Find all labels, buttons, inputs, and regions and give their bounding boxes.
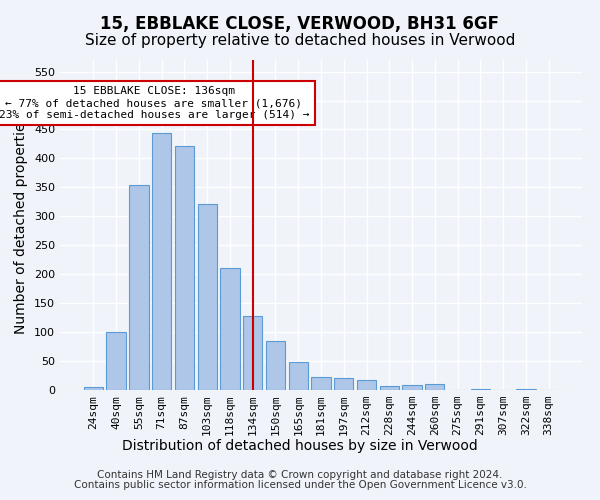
Text: Distribution of detached houses by size in Verwood: Distribution of detached houses by size … [122, 439, 478, 453]
Bar [334, 378, 353, 390]
Bar [357, 380, 376, 390]
Bar [380, 386, 399, 390]
Text: 15 EBBLAKE CLOSE: 136sqm
← 77% of detached houses are smaller (1,676)
23% of sem: 15 EBBLAKE CLOSE: 136sqm ← 77% of detach… [0, 86, 309, 120]
Bar [403, 386, 422, 390]
Bar [197, 204, 217, 390]
Bar [243, 316, 262, 390]
Text: Size of property relative to detached houses in Verwood: Size of property relative to detached ho… [85, 32, 515, 48]
Bar [289, 362, 308, 390]
Bar [129, 185, 149, 390]
Bar [425, 384, 445, 390]
Text: 15, EBBLAKE CLOSE, VERWOOD, BH31 6GF: 15, EBBLAKE CLOSE, VERWOOD, BH31 6GF [101, 15, 499, 33]
Bar [175, 146, 194, 390]
Text: Contains HM Land Registry data © Crown copyright and database right 2024.: Contains HM Land Registry data © Crown c… [97, 470, 503, 480]
Bar [470, 389, 490, 390]
Bar [311, 376, 331, 390]
Bar [266, 342, 285, 390]
Text: Contains public sector information licensed under the Open Government Licence v3: Contains public sector information licen… [74, 480, 526, 490]
Bar [84, 387, 103, 390]
Bar [152, 133, 172, 390]
Bar [220, 268, 239, 390]
Y-axis label: Number of detached properties: Number of detached properties [14, 116, 28, 334]
Bar [106, 332, 126, 390]
